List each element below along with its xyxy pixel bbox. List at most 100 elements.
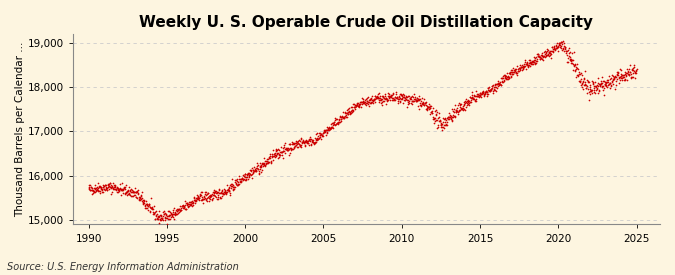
Point [538,53,549,58]
Point [466,95,477,100]
Point [375,96,385,100]
Point [156,213,167,217]
Point [428,106,439,111]
Point [495,82,506,87]
Point [200,197,211,201]
Point [128,190,138,194]
Point [575,82,586,87]
Point [340,114,351,119]
Point [223,188,234,192]
Point [191,195,202,200]
Point [543,54,554,59]
Point [586,88,597,93]
Point [121,191,132,196]
Point [600,84,611,89]
Point [136,193,146,197]
Point [510,68,520,73]
Point [228,185,239,189]
Point [238,173,248,177]
Point [87,192,98,196]
Point [179,205,190,210]
Point [563,50,574,55]
Point [219,190,230,195]
Point [235,179,246,183]
Point [400,97,411,101]
Point [242,176,253,181]
Point [137,196,148,201]
Point [205,195,215,200]
Point [408,98,418,103]
Point [144,209,155,213]
Point [368,97,379,102]
Point [148,212,159,216]
Point [587,90,597,95]
Point [460,108,470,112]
Point [193,195,204,200]
Point [518,67,529,71]
Point [376,97,387,101]
Point [448,115,458,119]
Point [153,217,164,221]
Point [171,209,182,213]
Point [357,97,368,101]
Point [197,197,208,202]
Point [581,86,592,90]
Point [461,103,472,107]
Point [327,125,338,129]
Point [591,84,601,88]
Point [391,95,402,99]
Point [130,190,141,194]
Point [115,182,126,186]
Point [321,131,332,135]
Y-axis label: Thousand Barrels per Calendar ...: Thousand Barrels per Calendar ... [15,42,25,217]
Point [373,96,383,101]
Point [423,105,434,109]
Point [626,75,637,79]
Point [311,138,322,143]
Point [348,105,359,109]
Point [183,204,194,208]
Point [603,78,614,83]
Point [456,101,466,106]
Point [180,207,190,211]
Point [359,100,370,104]
Point [541,49,552,53]
Point [247,172,258,176]
Point [249,165,260,170]
Point [472,94,483,98]
Point [254,166,265,171]
Point [244,172,255,176]
Point [547,46,558,51]
Point [156,218,167,222]
Point [126,194,136,199]
Point [378,95,389,99]
Point [138,197,149,202]
Point [271,154,282,158]
Point [369,100,380,104]
Point [337,114,348,119]
Point [387,95,398,100]
Point [307,140,318,145]
Point [210,190,221,195]
Point [190,200,200,205]
Point [192,197,202,201]
Point [234,182,245,187]
Point [448,113,459,117]
Point [325,125,336,129]
Point [383,92,394,97]
Point [232,180,243,185]
Point [405,97,416,101]
Point [566,51,577,55]
Point [520,62,531,67]
Point [214,191,225,196]
Point [399,95,410,100]
Point [125,189,136,194]
Point [212,195,223,199]
Point [331,117,342,121]
Point [310,140,321,145]
Point [242,170,253,175]
Point [496,76,507,80]
Point [333,118,344,122]
Point [425,106,436,110]
Point [227,182,238,186]
